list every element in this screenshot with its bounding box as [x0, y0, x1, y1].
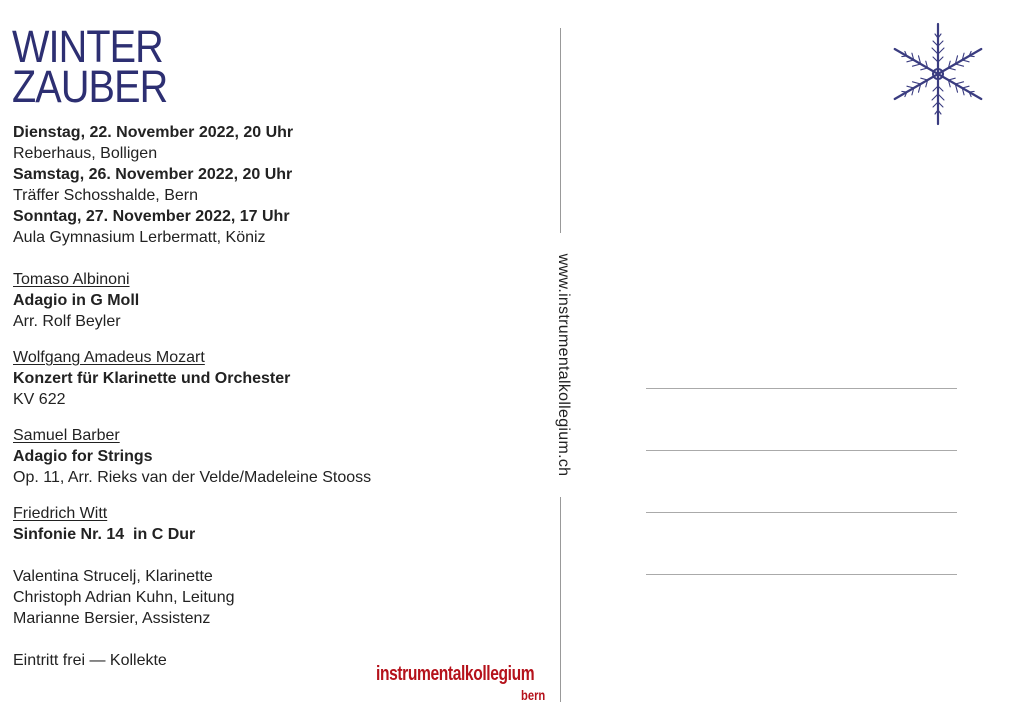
- venue-3: Aula Gymnasium Lerbermatt, Köniz: [13, 229, 266, 246]
- performer-3: Marianne Bersier, Assistenz: [13, 610, 211, 627]
- work-3: Adagio for Strings: [13, 448, 153, 465]
- venue-2: Träffer Schosshalde, Bern: [13, 187, 198, 204]
- date-3: Sonntag, 27. November 2022, 17 Uhr: [13, 208, 290, 225]
- title-line-2: ZAUBER: [12, 61, 168, 112]
- performer-1: Valentina Strucelj, Klarinette: [13, 568, 213, 585]
- divider-bottom: [560, 497, 561, 702]
- detail-1: Arr. Rolf Beyler: [13, 313, 121, 330]
- divider-top: [560, 28, 561, 233]
- venue-1: Reberhaus, Bolligen: [13, 145, 158, 162]
- admission: Eintritt frei — Kollekte: [13, 652, 167, 669]
- snowflake-icon: [890, 22, 986, 126]
- work-1: Adagio in G Moll: [13, 292, 140, 309]
- work-4: Sinfonie Nr. 14 in C Dur: [13, 526, 196, 543]
- composer-1: Tomaso Albinoni: [13, 271, 130, 288]
- logo-city: bern: [521, 687, 546, 703]
- title-line-1: WINTER: [12, 21, 164, 72]
- address-line-1: [646, 388, 957, 389]
- composer-3: Samuel Barber: [13, 427, 120, 444]
- detail-2: KV 622: [13, 391, 66, 408]
- website-url: www.instrumentalkollegium.ch: [555, 253, 572, 477]
- performer-2: Christoph Adrian Kuhn, Leitung: [13, 589, 235, 606]
- composer-4: Friedrich Witt: [13, 505, 108, 522]
- address-line-2: [646, 450, 957, 451]
- work-2: Konzert für Klarinette und Orchester: [13, 370, 291, 387]
- composer-2: Wolfgang Amadeus Mozart: [13, 349, 205, 366]
- address-line-4: [646, 574, 957, 575]
- date-2: Samstag, 26. November 2022, 20 Uhr: [13, 166, 293, 183]
- address-line-3: [646, 512, 957, 513]
- detail-3: Op. 11, Arr. Rieks van der Velde/Madelei…: [13, 469, 372, 486]
- logo-name: instrumentalkollegium: [376, 663, 535, 685]
- date-1: Dienstag, 22. November 2022, 20 Uhr: [13, 124, 294, 141]
